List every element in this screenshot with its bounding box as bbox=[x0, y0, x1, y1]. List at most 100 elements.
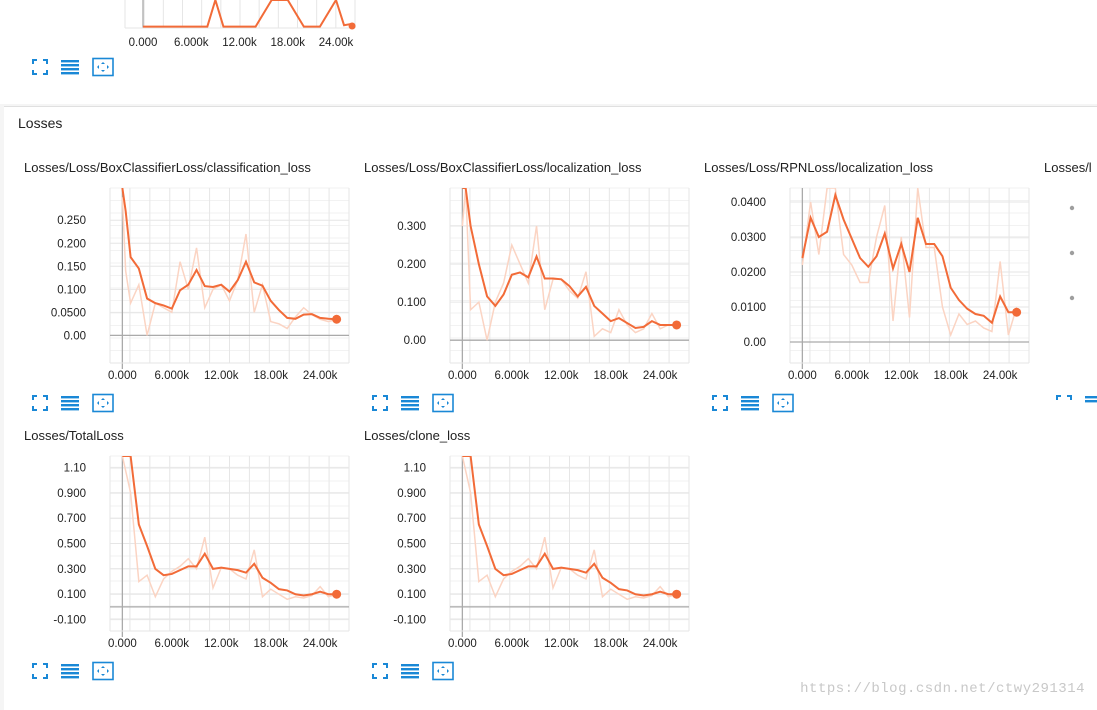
last-point-marker bbox=[332, 589, 342, 599]
y-tick-label: 1.10 bbox=[404, 462, 426, 474]
x-tick-label: 18.00k bbox=[933, 370, 968, 382]
x-tick-label: 12.00k bbox=[222, 37, 257, 49]
list-icon[interactable] bbox=[60, 393, 82, 413]
y-tick-label: -0.100 bbox=[393, 615, 426, 627]
section-header-losses[interactable]: Losses bbox=[4, 106, 1097, 142]
y-tick-label: 0.0300 bbox=[731, 232, 766, 244]
fit-domain-icon[interactable] bbox=[432, 661, 454, 681]
chart-card-box-localization-loss: Losses/Loss/BoxClassifierLoss/localizati… bbox=[344, 141, 690, 413]
y-tick-label: 0.700 bbox=[397, 513, 426, 525]
x-tick-label: 6.000k bbox=[835, 370, 870, 382]
smoothed-series-line bbox=[121, 188, 337, 321]
x-tick-label: 24.00k bbox=[319, 37, 354, 49]
x-tick-label: 6.000k bbox=[495, 370, 530, 382]
raw-series-line bbox=[461, 188, 677, 341]
x-tick-label: 0.000 bbox=[788, 370, 817, 382]
x-tick-label: 0.000 bbox=[108, 638, 137, 650]
x-tick-label: 18.00k bbox=[593, 370, 628, 382]
expand-icon[interactable] bbox=[710, 393, 732, 413]
clipped-tick-mark bbox=[1069, 295, 1075, 301]
last-point-marker bbox=[1012, 307, 1022, 317]
x-tick-label: 12.00k bbox=[204, 638, 239, 650]
fit-domain-icon[interactable] bbox=[432, 393, 454, 413]
chart-plot: 0.00 0.100 0.200 0.300 0.000 6.000k 12.00k 18.0… bbox=[397, 187, 690, 382]
smoothed-series-line bbox=[462, 456, 677, 597]
losses-chart-grid: Losses/Loss/BoxClassifierLoss/classifica… bbox=[4, 141, 1097, 710]
y-tick-label: 0.500 bbox=[397, 539, 426, 551]
x-tick-label: 18.00k bbox=[253, 370, 288, 382]
chart-card-clipped: Losses/l bbox=[1024, 141, 1097, 403]
x-tick-label: 12.00k bbox=[544, 638, 579, 650]
y-tick-label: 0.200 bbox=[57, 238, 86, 250]
list-icon[interactable] bbox=[60, 57, 82, 77]
fit-domain-icon[interactable] bbox=[92, 393, 114, 413]
y-tick-label: -0.100 bbox=[53, 615, 86, 627]
x-tick-label: 12.00k bbox=[884, 370, 919, 382]
top-chart: 0.000 6.000k 12.00k 18.00k 24.00k bbox=[124, 0, 356, 49]
chart-title: Losses/l bbox=[1044, 160, 1092, 175]
chart-card-classification-loss: Losses/Loss/BoxClassifierLoss/classifica… bbox=[4, 141, 350, 413]
x-tick-label: 24.00k bbox=[643, 370, 678, 382]
y-tick-label: 0.100 bbox=[57, 589, 86, 601]
expand-icon[interactable] bbox=[30, 57, 52, 77]
expand-icon[interactable] bbox=[1054, 393, 1076, 403]
y-tick-label: 0.0100 bbox=[731, 302, 766, 314]
fit-domain-icon[interactable] bbox=[92, 661, 114, 681]
y-tick-label: 0.300 bbox=[57, 564, 86, 576]
x-tick-label: 24.00k bbox=[303, 370, 338, 382]
list-icon[interactable] bbox=[400, 661, 422, 681]
y-tick-label: 0.0400 bbox=[731, 197, 766, 209]
y-tick-label: 0.250 bbox=[57, 215, 86, 227]
chart-title: Losses/Loss/BoxClassifierLoss/classifica… bbox=[24, 160, 311, 175]
y-tick-label: 0.150 bbox=[57, 261, 86, 273]
x-tick-label: 0.000 bbox=[448, 370, 477, 382]
raw-series-line bbox=[801, 188, 1018, 338]
smoothed-series-line bbox=[462, 188, 677, 330]
chart-card-total-loss: Losses/TotalLoss -0.100 0.100 0.300 0.500 0.… bbox=[4, 409, 350, 681]
x-tick-label: 18.00k bbox=[270, 37, 305, 49]
chart-title: Losses/Loss/RPNLoss/localization_loss bbox=[704, 160, 934, 175]
chart-plot: 0.00 0.0100 0.0200 0.0300 0.0400 0.000 6.000k 1… bbox=[731, 187, 1030, 382]
y-tick-label: 1.10 bbox=[64, 462, 86, 474]
y-tick-label: 0.900 bbox=[397, 488, 426, 500]
expand-icon[interactable] bbox=[30, 661, 52, 681]
y-tick-label: 0.100 bbox=[57, 284, 86, 296]
list-icon[interactable] bbox=[60, 661, 82, 681]
chart-plot: -0.100 0.100 0.300 0.500 0.700 0.900 1.10 0.000… bbox=[53, 455, 350, 650]
clipped-tick-mark bbox=[1069, 205, 1075, 211]
x-tick-label: 24.00k bbox=[303, 638, 338, 650]
x-tick-label: 0.000 bbox=[108, 370, 137, 382]
y-tick-label: 0.100 bbox=[397, 589, 426, 601]
chart-title: Losses/TotalLoss bbox=[24, 428, 124, 443]
fit-domain-icon[interactable] bbox=[92, 57, 114, 77]
fit-domain-icon[interactable] bbox=[772, 393, 794, 413]
y-tick-label: 0.0200 bbox=[731, 267, 766, 279]
x-tick-label: 24.00k bbox=[643, 638, 678, 650]
y-tick-label: 0.00 bbox=[64, 330, 86, 342]
x-tick-label: 0.000 bbox=[448, 638, 477, 650]
last-point-marker bbox=[348, 22, 356, 30]
x-tick-label: 6.000k bbox=[174, 37, 209, 49]
raw-series-line bbox=[121, 197, 337, 336]
expand-icon[interactable] bbox=[370, 661, 392, 681]
chart-card-rpn-localization-loss: Losses/Loss/RPNLoss/localization_loss 0.… bbox=[684, 141, 1030, 413]
y-tick-label: 0.00 bbox=[744, 337, 766, 349]
x-tick-label: 12.00k bbox=[204, 370, 239, 382]
x-tick-label: 18.00k bbox=[593, 638, 628, 650]
list-icon[interactable] bbox=[1084, 393, 1097, 403]
list-icon[interactable] bbox=[740, 393, 762, 413]
smoothed-series-line bbox=[801, 191, 1017, 325]
expand-icon[interactable] bbox=[30, 393, 52, 413]
chart-card-clone-loss: Losses/clone_loss -0.100 0.100 0.300 0.500 0… bbox=[344, 409, 690, 681]
y-tick-label: 0.200 bbox=[397, 259, 426, 271]
y-tick-label: 0.00 bbox=[404, 335, 426, 347]
chart-plot: 0.00 0.0500 0.100 0.150 0.200 0.250 0.000 6.000… bbox=[51, 187, 350, 382]
x-tick-label: 6.000k bbox=[155, 370, 190, 382]
y-tick-label: 0.700 bbox=[57, 513, 86, 525]
x-tick-label: 12.00k bbox=[544, 370, 579, 382]
x-tick-label: 18.00k bbox=[253, 638, 288, 650]
chart-plot-clipped bbox=[1069, 205, 1075, 301]
smoothed-series-line bbox=[143, 0, 353, 28]
list-icon[interactable] bbox=[400, 393, 422, 413]
expand-icon[interactable] bbox=[370, 393, 392, 413]
